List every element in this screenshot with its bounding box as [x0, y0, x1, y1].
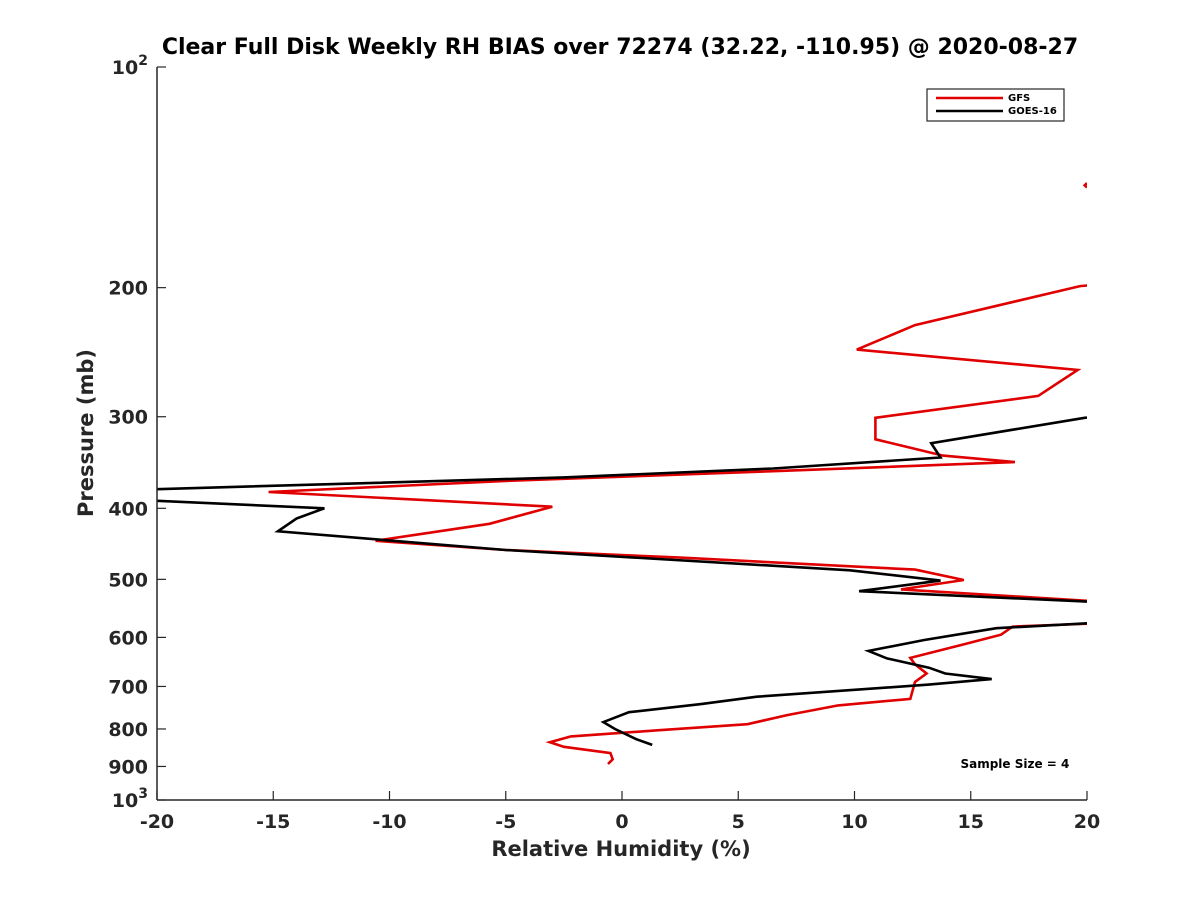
- x-tick-label: -5: [495, 811, 516, 833]
- series-line-gfs: [545, 622, 1087, 765]
- legend: GFS GOES-16: [926, 88, 1065, 122]
- y-tick-label: 400: [108, 498, 148, 520]
- y-tick-base: 600: [108, 627, 148, 649]
- y-tick-label: 102: [112, 53, 148, 79]
- y-tick-label: 500: [108, 569, 148, 591]
- series-line-goes16: [600, 622, 1087, 747]
- y-tick-base: 200: [108, 278, 148, 300]
- x-tick-label: -20: [140, 811, 174, 833]
- y-tick-label: 300: [108, 407, 148, 429]
- y-tick-base: 800: [108, 719, 148, 741]
- chart-title: Clear Full Disk Weekly RH BIAS over 7227…: [162, 35, 1078, 60]
- series-goes16: [157, 416, 1087, 747]
- series-line-goes16: [157, 416, 1087, 491]
- y-tick-base: 500: [108, 569, 148, 591]
- legend-label-goes16: GOES-16: [1008, 106, 1057, 117]
- y-tick-label: 800: [108, 719, 148, 741]
- y-tick-base: 400: [108, 498, 148, 520]
- series-line-gfs: [268, 284, 1087, 603]
- x-tick-label: 20: [1074, 811, 1100, 833]
- x-tick-label: 0: [615, 811, 628, 833]
- x-tick-label: -15: [256, 811, 290, 833]
- y-tick-label: 200: [108, 278, 148, 300]
- y-tick-label: 700: [108, 676, 148, 698]
- sample-size-annotation: Sample Size = 4: [960, 757, 1069, 771]
- legend-box: [926, 88, 1065, 122]
- y-tick-exponent: 3: [138, 786, 148, 802]
- y-tick-base: 10: [112, 57, 138, 79]
- legend-label-gfs: GFS: [1008, 93, 1030, 104]
- y-tick-label: 103: [112, 786, 148, 812]
- y-tick-base: 10: [112, 790, 138, 812]
- y-axis-label: Pressure (mb): [74, 349, 98, 517]
- y-tick-exponent: 2: [138, 53, 148, 69]
- series-gfs: [268, 182, 1087, 765]
- y-tick-base: 900: [108, 756, 148, 778]
- x-tick-label: -10: [372, 811, 406, 833]
- x-tick-label: 15: [958, 811, 984, 833]
- x-tick-label: 10: [841, 811, 867, 833]
- series-layer: [157, 182, 1087, 765]
- x-axis-label: Relative Humidity (%): [491, 837, 750, 861]
- y-tick-label: 900: [108, 756, 148, 778]
- series-line-gfs: [1082, 182, 1087, 189]
- y-tick-label: 600: [108, 627, 148, 649]
- y-tick-base: 700: [108, 676, 148, 698]
- series-line-goes16: [157, 499, 1087, 603]
- y-tick-base: 300: [108, 407, 148, 429]
- x-tick-label: 5: [732, 811, 745, 833]
- x-tick-labels: -20 -15 -10 -5 0 5 10 15 20: [140, 811, 1100, 833]
